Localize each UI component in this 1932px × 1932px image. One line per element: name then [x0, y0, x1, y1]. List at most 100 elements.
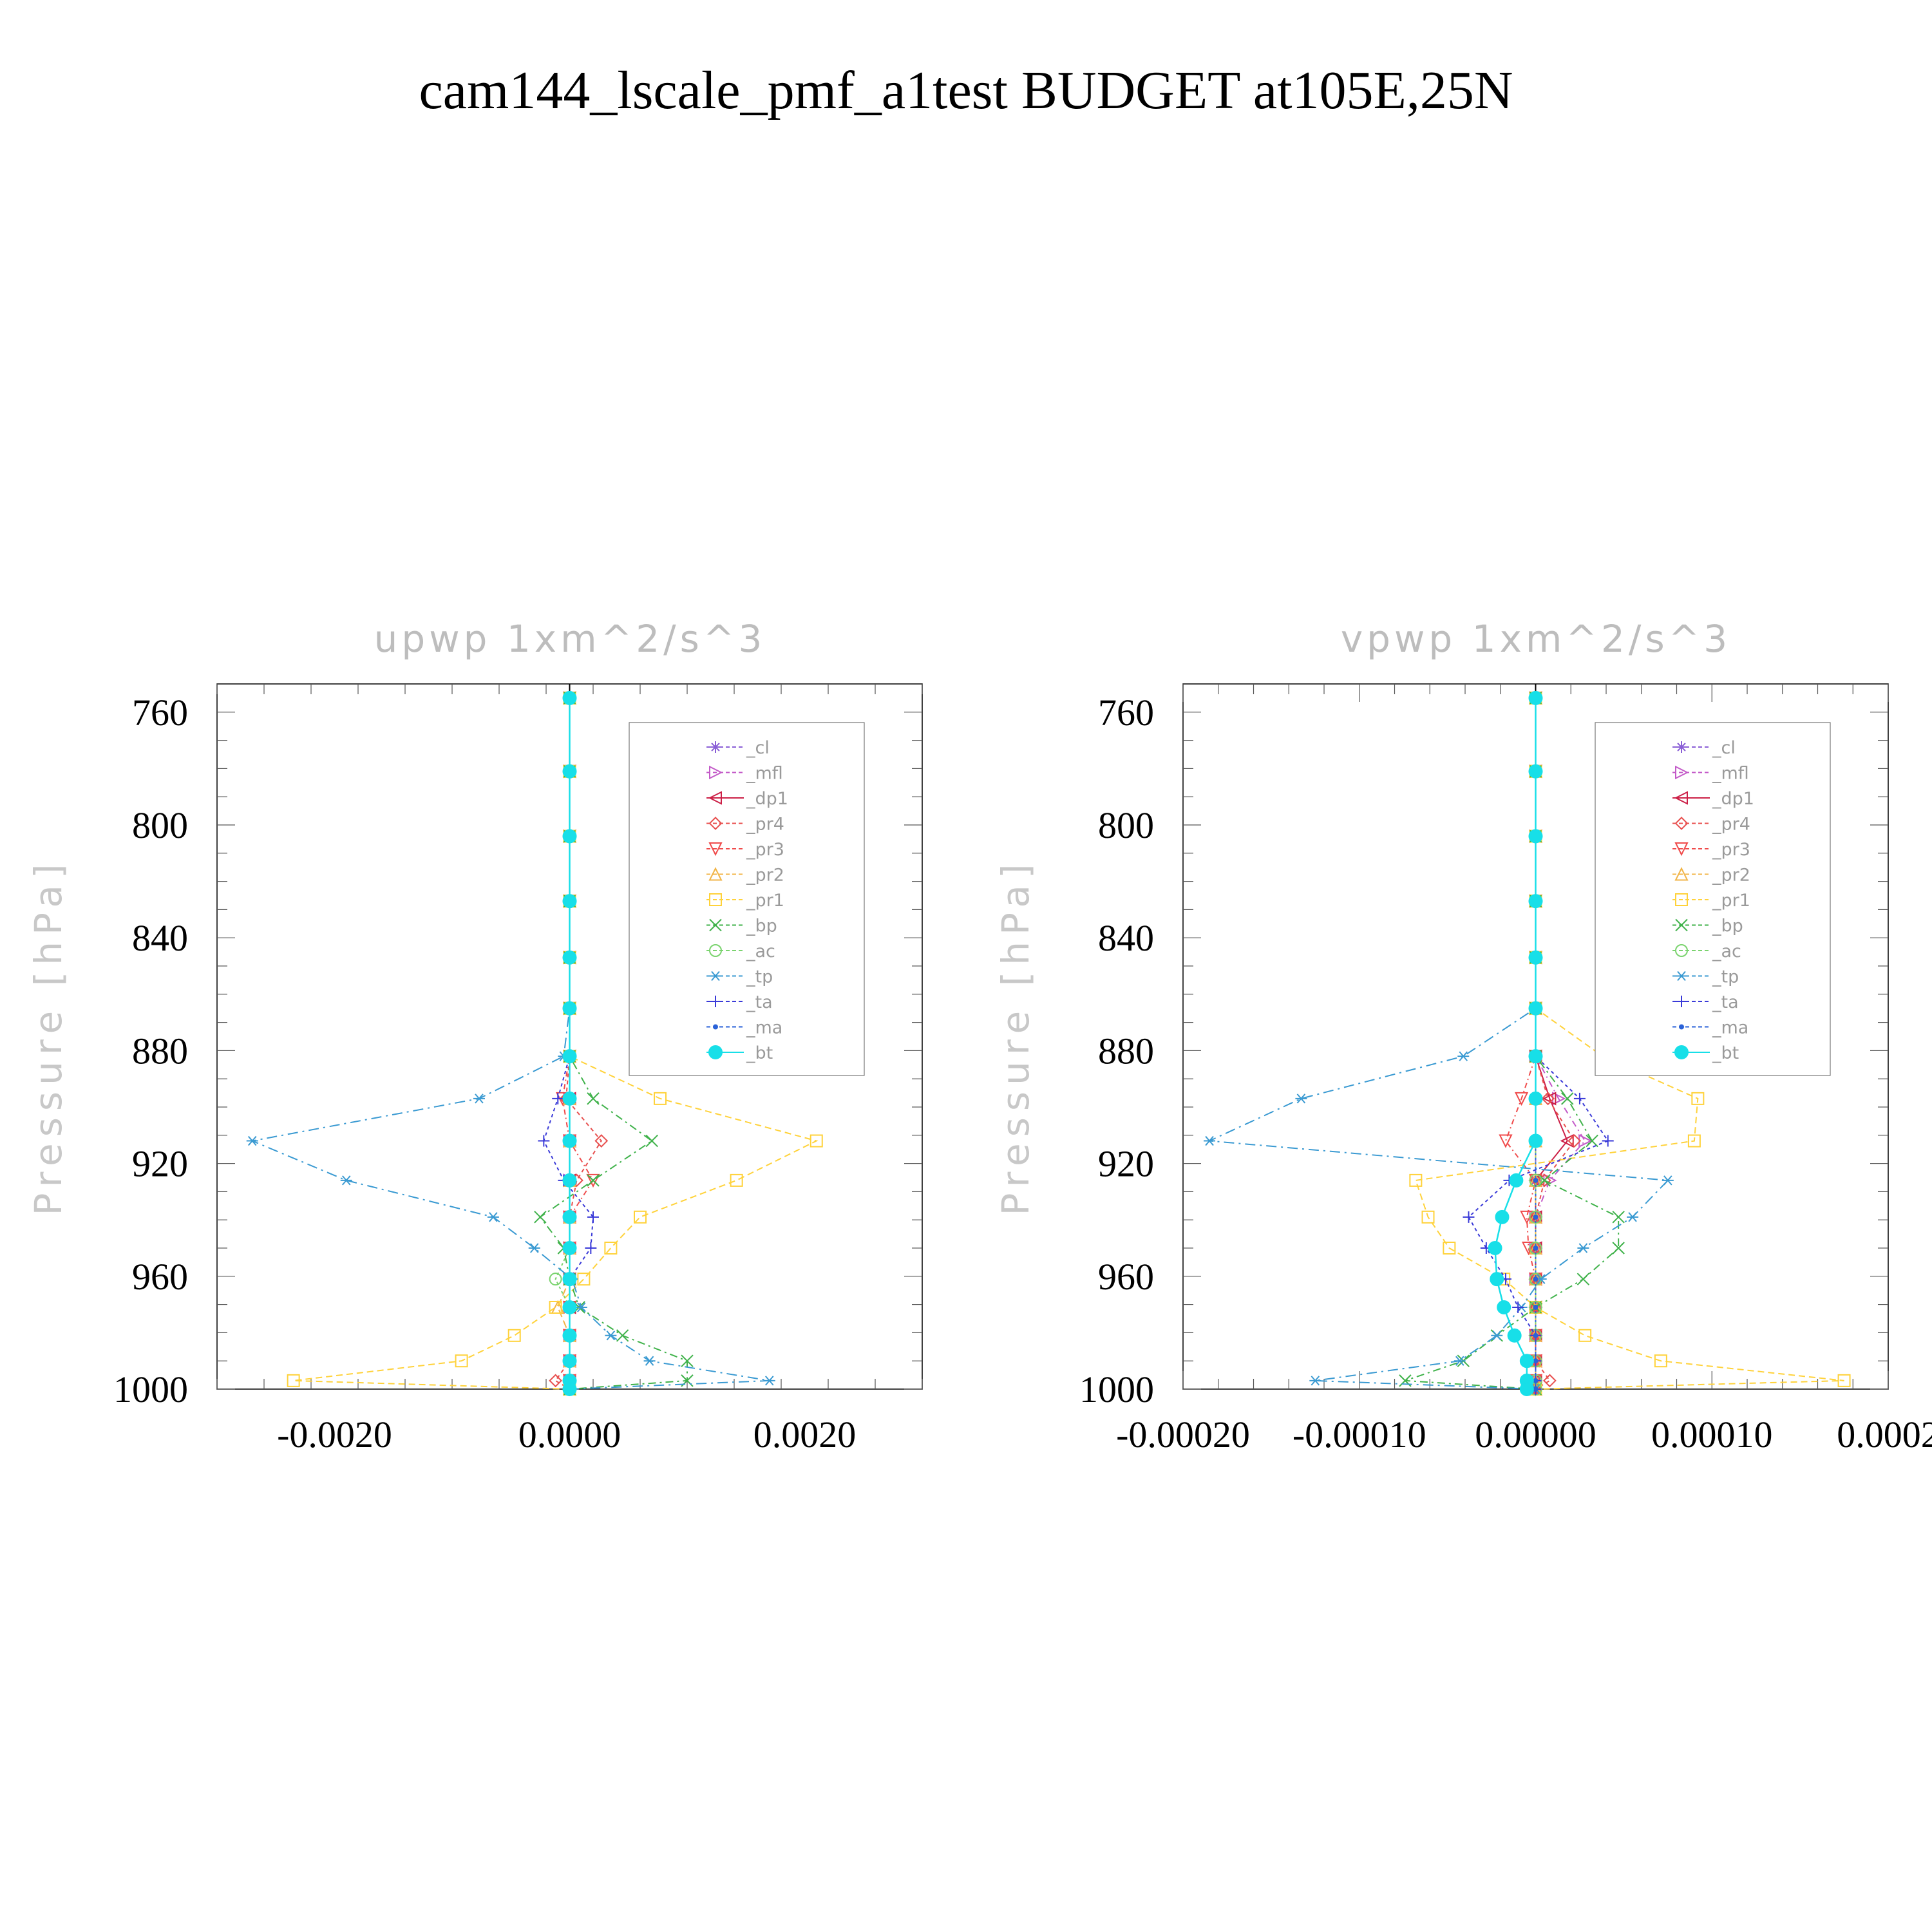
legend-marker-ac — [709, 944, 722, 957]
legend-marker-tp — [1676, 971, 1687, 981]
data-point-tp — [1454, 1356, 1466, 1366]
legend: _cl _mfl _dp1 _pr4 _pr3 _pr2 _pr1 _bp _ac _tp _ta _… — [1595, 722, 1831, 1076]
legend-label-ma: _ma — [1712, 1018, 1748, 1038]
legend-marker-dp1 — [708, 791, 722, 805]
data-point-bt — [562, 1300, 577, 1314]
legend-label-ma: _ma — [746, 1018, 782, 1038]
data-point-tp — [605, 1331, 617, 1341]
y-tick-label: 880 — [132, 1030, 188, 1072]
legend-marker-pr4 — [708, 817, 723, 830]
data-point-bp — [1586, 1134, 1598, 1148]
data-point-bt — [562, 1049, 577, 1064]
data-point-bt — [1528, 764, 1543, 779]
series-ta — [538, 692, 599, 1395]
legend-marker-pr1 — [1675, 893, 1688, 906]
legend-label-ac: _ac — [746, 942, 775, 961]
legend-marker-bt — [1674, 1045, 1689, 1059]
legend-label-pr2: _pr2 — [746, 866, 784, 886]
legend-label-bt: _bt — [1712, 1043, 1739, 1063]
data-point-bp — [1577, 1273, 1590, 1285]
data-point-ma — [1533, 1276, 1539, 1282]
series-pr4 — [1529, 691, 1582, 1396]
data-point-mfl — [1552, 1092, 1566, 1106]
legend-marker-tp — [710, 971, 721, 981]
data-point-bp — [1561, 1092, 1574, 1105]
legend-marker-ta — [710, 996, 721, 1007]
data-point-bt — [562, 950, 577, 965]
x-tick-label: 0.0002 — [1837, 1414, 1932, 1455]
legend-marker-bp — [709, 918, 722, 932]
data-point-bp — [616, 1329, 629, 1342]
data-point-pr1 — [810, 1134, 823, 1148]
data-point-pr4 — [1542, 1374, 1557, 1388]
data-point-bt — [562, 1382, 577, 1396]
legend-label-pr1: _pr1 — [746, 891, 784, 911]
y-axis-label: Pressure [hPa] — [26, 857, 70, 1215]
series-line-pr3 — [562, 697, 594, 1389]
series-ta — [1463, 692, 1614, 1395]
data-point-pr4 — [594, 1134, 609, 1148]
legend-label-pr4: _pr4 — [1712, 815, 1750, 835]
data-point-bt — [562, 1241, 577, 1255]
data-point-bp — [1612, 1242, 1625, 1255]
legend-label-mfl: _mfl — [746, 764, 783, 784]
y-tick-label: 920 — [1098, 1143, 1154, 1185]
data-point-ac — [1529, 1300, 1542, 1314]
legend-marker-pr2 — [1674, 867, 1689, 881]
data-point-bp — [1612, 1211, 1625, 1224]
data-point-ac — [549, 1273, 562, 1286]
data-point-bp — [645, 1134, 658, 1148]
x-tick-label: 0.0000 — [518, 1414, 621, 1455]
data-point-bt — [1528, 1091, 1543, 1106]
data-point-pr1 — [730, 1173, 743, 1187]
x-tick-label: 0.00000 — [1475, 1414, 1596, 1455]
legend-label-cl: _cl — [1712, 738, 1736, 758]
legend-marker-ma — [1679, 1024, 1684, 1030]
data-point-bt — [562, 1209, 577, 1224]
data-point-ta — [1463, 1211, 1475, 1223]
data-point-pr1 — [1837, 1374, 1851, 1387]
x-tick-label: 0.0020 — [753, 1414, 857, 1455]
legend-marker-mfl — [1675, 765, 1689, 780]
data-point-bt — [1528, 1001, 1543, 1016]
data-point-ma — [1533, 1177, 1539, 1183]
data-point-bp — [681, 1354, 694, 1367]
data-point-bt — [1528, 950, 1543, 965]
data-point-pr4 — [1541, 1092, 1555, 1106]
legend-box — [1595, 722, 1831, 1076]
data-point-bt — [562, 1173, 577, 1188]
data-point-tp — [1309, 1376, 1321, 1386]
y-tick-label: 960 — [1098, 1256, 1154, 1298]
y-tick-label: 760 — [132, 692, 188, 734]
y-tick-label: 1000 — [113, 1368, 188, 1410]
data-point-bp — [587, 1092, 600, 1105]
data-point-dp1 — [1560, 1133, 1574, 1148]
data-point-pr1 — [1654, 1354, 1667, 1368]
data-point-bp — [587, 1174, 600, 1187]
data-point-pr1 — [1691, 1092, 1705, 1105]
data-point-bt — [1507, 1328, 1522, 1343]
data-point-bt — [562, 1001, 577, 1016]
data-point-ta — [538, 1135, 550, 1147]
legend-marker-cl — [710, 741, 721, 753]
data-point-bt — [562, 1328, 577, 1343]
data-point-tp — [1627, 1212, 1639, 1222]
legend-marker-pr2 — [708, 867, 723, 881]
legend-label-ta: _ta — [1712, 992, 1739, 1012]
legend-marker-mfl — [709, 765, 723, 780]
legend-label-pr3: _pr3 — [746, 840, 784, 860]
series-bp — [1399, 692, 1625, 1396]
legend-label-tp: _tp — [1712, 967, 1739, 987]
data-point-ma — [1533, 1378, 1539, 1383]
data-point-tp — [246, 1135, 258, 1146]
legend: _cl _mfl _dp1 _pr4 _pr3 _pr2 _pr1 _bp _ac _tp _ta _… — [629, 722, 865, 1076]
data-point-bt — [1519, 1382, 1534, 1396]
legend-label-bp: _bp — [1712, 916, 1743, 936]
y-tick-label: 1000 — [1079, 1368, 1154, 1410]
data-point-pr4 — [1567, 1134, 1582, 1148]
data-point-tp — [643, 1356, 656, 1366]
vpwp-panel: vpwp 1xm^2/s^3 Pressure [hPa] 760 800 840 880… — [994, 617, 1932, 1455]
data-point-ta — [1602, 1135, 1614, 1147]
upwp-panel: upwp 1xm^2/s^3 Pressure [hPa] 760 800 840 880… — [26, 617, 923, 1455]
x-tick-label: -0.00010 — [1293, 1414, 1426, 1455]
